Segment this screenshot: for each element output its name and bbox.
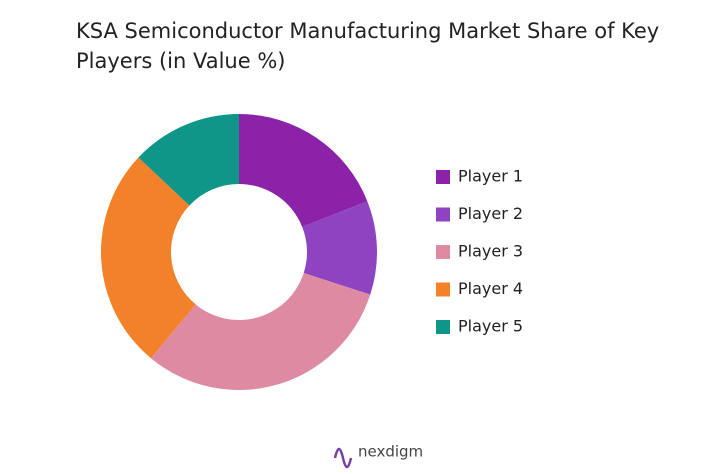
donut-slice	[151, 273, 371, 390]
legend-swatch	[436, 245, 450, 259]
donut-slice	[101, 157, 196, 359]
legend-swatch	[436, 320, 450, 334]
legend-label: Player 4	[458, 279, 523, 298]
chart-title: KSA Semiconductor Manufacturing Market S…	[76, 19, 660, 73]
legend-swatch	[436, 207, 450, 222]
brand-icon	[333, 447, 353, 469]
legend-label: Player 1	[458, 167, 523, 186]
legend-swatch	[436, 282, 450, 297]
legend-swatch	[436, 170, 450, 184]
donut-slice	[239, 114, 368, 227]
legend-label: Player 5	[458, 317, 523, 336]
legend-label: Player 2	[458, 204, 523, 223]
legend-label: Player 3	[458, 242, 523, 261]
donut-slice	[138, 114, 239, 206]
brand-name: nexdigm	[358, 443, 423, 461]
donut-slice	[302, 201, 377, 295]
